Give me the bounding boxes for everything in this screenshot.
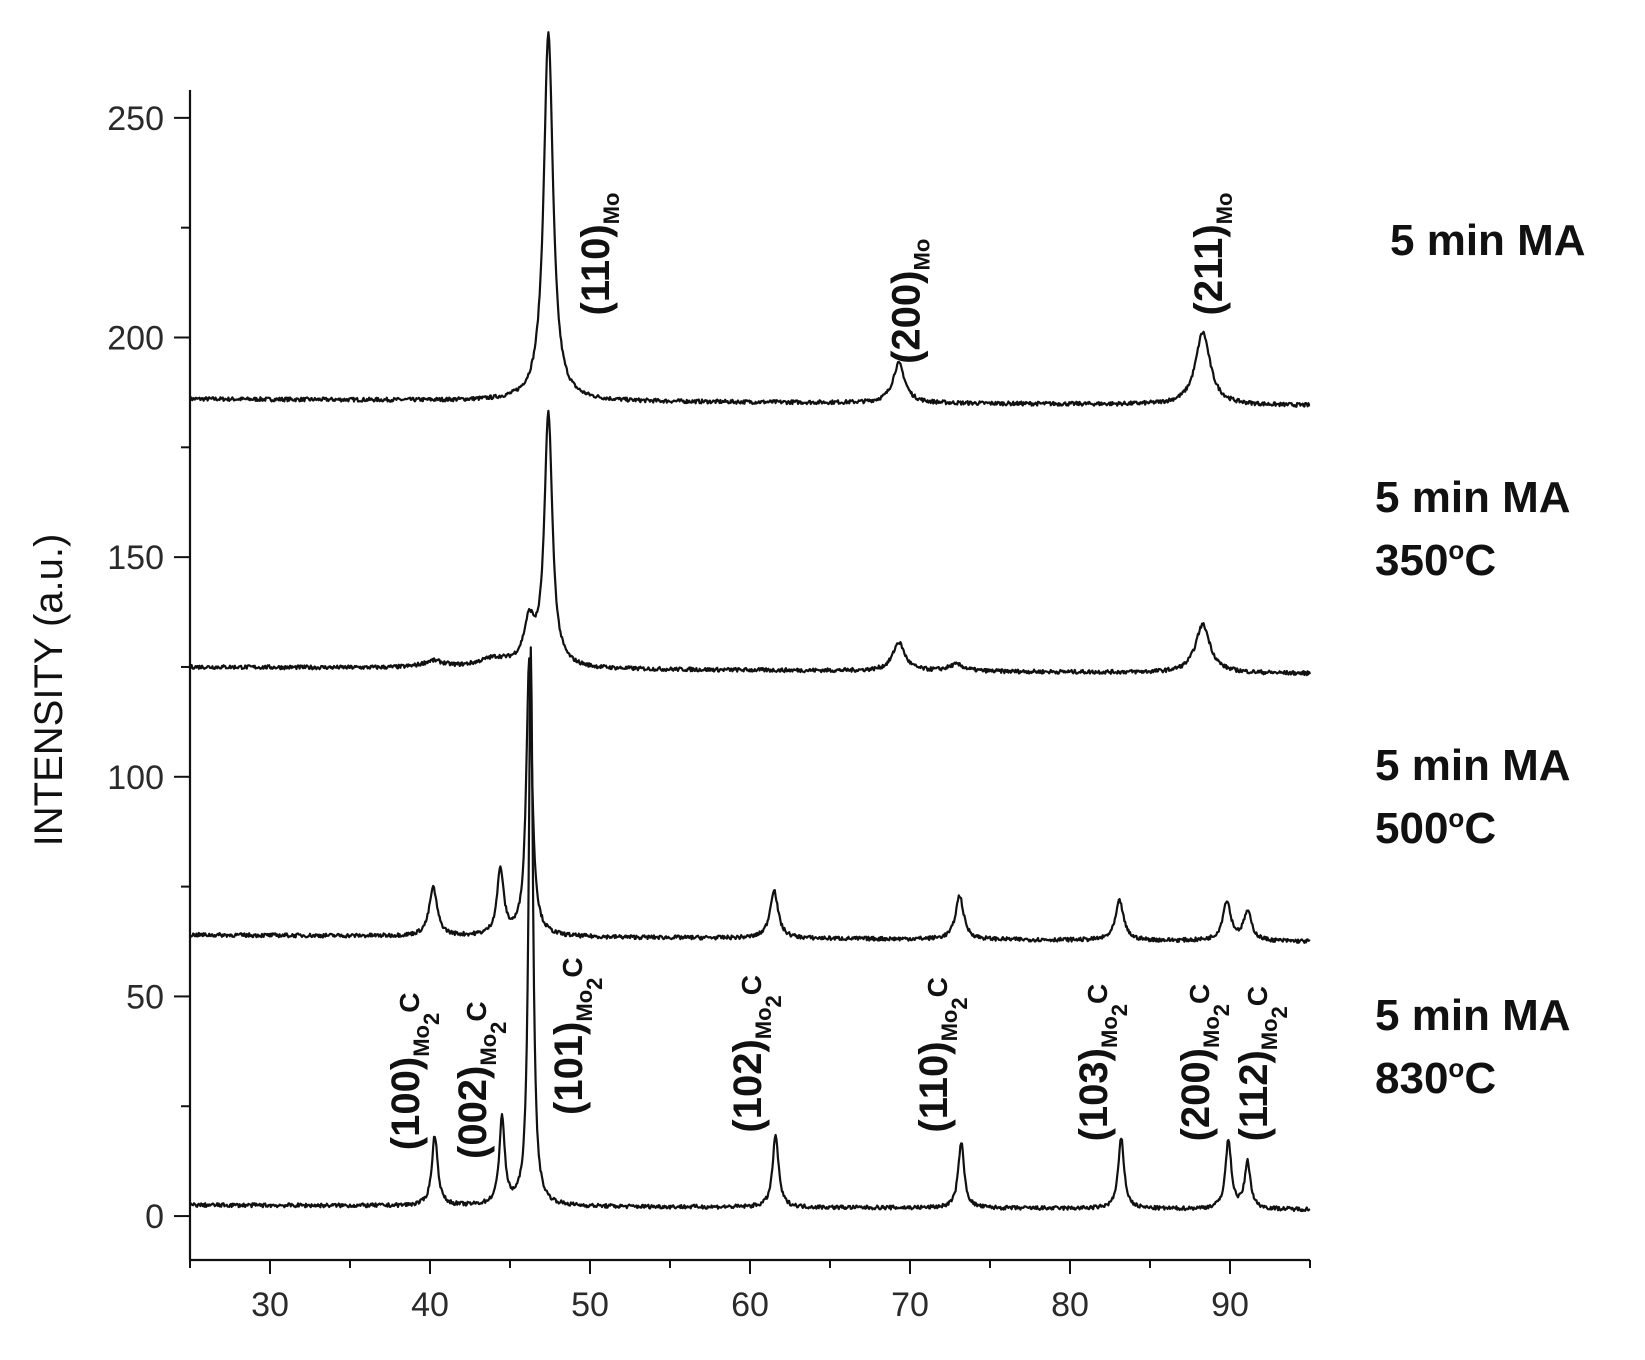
y-tick-label: 50 xyxy=(126,978,164,1016)
y-axis-label: INTENSITY (a.u.) xyxy=(27,534,71,847)
peak-label: (002)Mo2C xyxy=(451,1001,511,1159)
x-tick-label: 40 xyxy=(411,1286,449,1324)
sample-label: 830oC xyxy=(1375,1053,1496,1103)
peak-label: (110)Mo2C xyxy=(912,977,972,1132)
x-tick-label: 90 xyxy=(1211,1286,1249,1324)
axes: 30 40 50 60 70 80 90 0 50 100 150 200 250 xyxy=(107,90,1311,1324)
peak-label: (103)Mo2C xyxy=(1072,984,1132,1142)
sample-label: 500oC xyxy=(1375,803,1496,853)
x-tick-label: 80 xyxy=(1051,1286,1089,1324)
sample-label: 350oC xyxy=(1375,535,1496,585)
series-line-4 xyxy=(189,646,1311,1213)
sample-label: 5 min MA xyxy=(1390,216,1586,265)
x-tick-label: 60 xyxy=(731,1286,769,1324)
peak-label: (112)Mo2C xyxy=(1232,986,1292,1141)
peak-label: (100)Mo2C xyxy=(384,993,444,1151)
peak-label: (211)Mo xyxy=(1187,193,1237,316)
sample-label: 5 min MA xyxy=(1375,741,1571,790)
series-line-1 xyxy=(188,31,1311,408)
y-tick-label: 250 xyxy=(107,100,164,138)
traces xyxy=(188,31,1312,1213)
y-tick-label: 200 xyxy=(107,320,164,358)
peak-label: (101)Mo2C xyxy=(547,957,607,1115)
peak-label: (200)Mo2C xyxy=(1174,984,1234,1142)
x-tick-label: 50 xyxy=(571,1286,609,1324)
x-tick-label: 30 xyxy=(251,1286,289,1324)
sample-label: 5 min MA xyxy=(1375,991,1571,1040)
peak-label: (110)Mo xyxy=(574,193,624,316)
y-tick-label: 150 xyxy=(107,539,164,577)
sample-labels: 5 min MA 5 min MA 350oC 5 min MA 500oC 5 min … xyxy=(1375,216,1586,1103)
series-line-3 xyxy=(189,657,1311,944)
x-tick-label: 70 xyxy=(891,1286,929,1324)
y-tick-label: 0 xyxy=(145,1198,164,1236)
peak-annotations: (110)Mo (200)Mo (211)Mo (100)Mo2C(002)Mo2C (… xyxy=(384,193,1292,1159)
y-tick-label: 100 xyxy=(107,759,164,797)
peak-label: (102)Mo2C xyxy=(726,975,786,1133)
sample-label: 5 min MA xyxy=(1375,473,1571,522)
peak-label: (200)Mo xyxy=(885,239,935,364)
series-line-2 xyxy=(189,409,1312,677)
